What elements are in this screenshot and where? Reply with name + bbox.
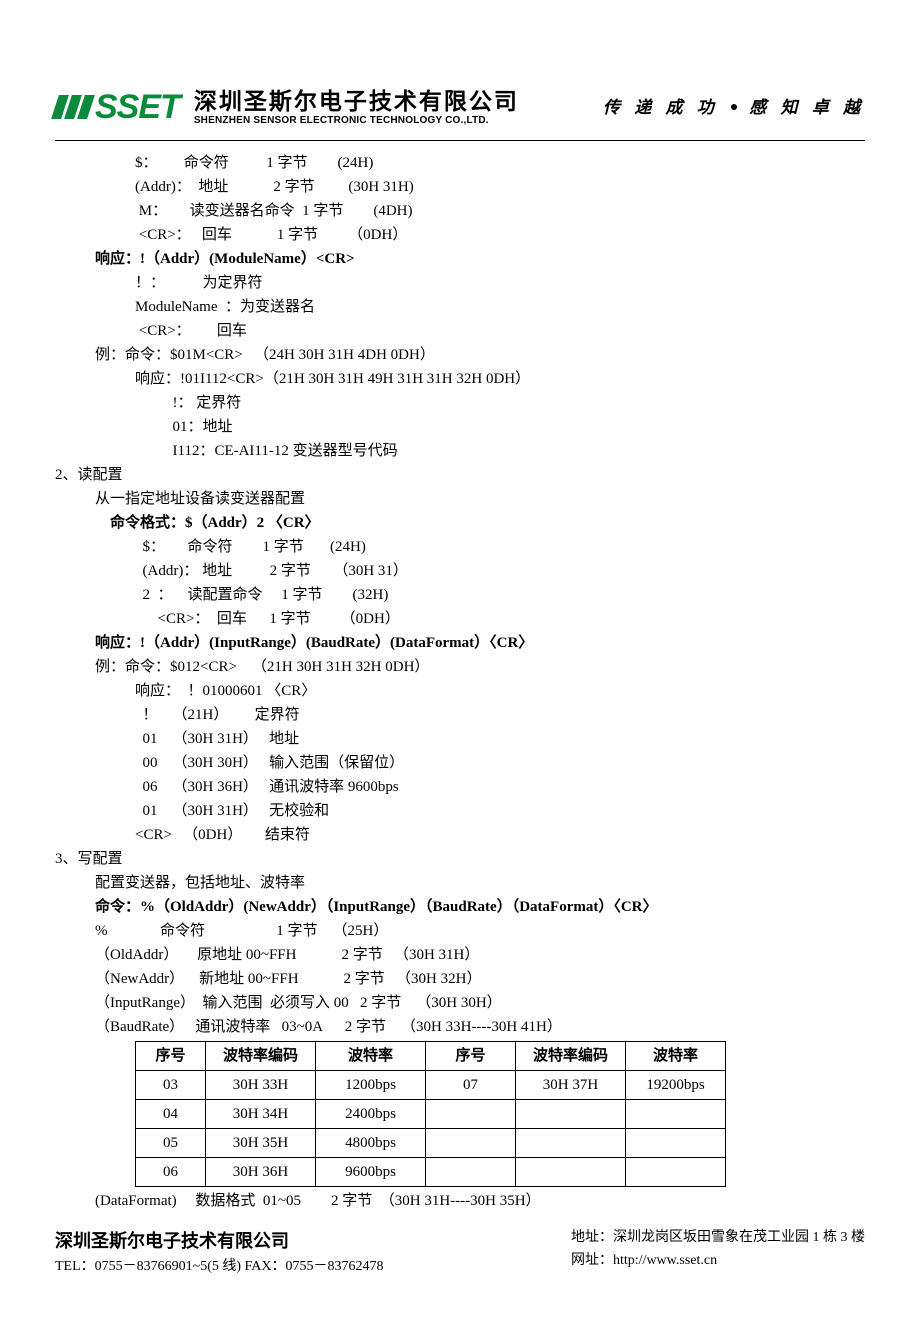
text-line: （OldAddr） 原地址 00~FFH 2 字节 （30H 31H）: [55, 943, 865, 967]
text-line: （NewAddr） 新地址 00~FFH 2 字节 （30H 32H）: [55, 967, 865, 991]
table-row: 0430H 34H2400bps: [136, 1100, 726, 1129]
table-header: 波特率编码: [206, 1042, 316, 1071]
text-line: （BaudRate） 通讯波特率 03~0A 2 字节 （30H 33H----…: [55, 1015, 865, 1039]
table-row: 0630H 36H9600bps: [136, 1158, 726, 1187]
text-line: 2、读配置: [55, 463, 865, 487]
text-line: ！： 为定界符: [55, 271, 865, 295]
text-line: 01：地址: [55, 415, 865, 439]
text-line: <CR>： 回车 1 字节 （0DH）: [55, 607, 865, 631]
text-line: $： 命令符 1 字节 (24H): [55, 151, 865, 175]
text-line: 例：命令：$012<CR> （21H 30H 31H 32H 0DH）: [55, 655, 865, 679]
text-line: <CR>： 回车: [55, 319, 865, 343]
table-header: 序号: [426, 1042, 516, 1071]
text-line: ！ （21H） 定界符: [55, 703, 865, 727]
table-cell: 9600bps: [316, 1158, 426, 1187]
company-name-cn: 深圳圣斯尔电子技术有限公司: [194, 88, 519, 114]
text-line: 响应：!（Addr）(ModuleName）<CR>: [55, 247, 865, 271]
text-line: <CR>： 回车 1 字节 （0DH）: [55, 223, 865, 247]
logo-text: SSET: [95, 80, 180, 134]
table-cell: [516, 1100, 626, 1129]
table-cell: [626, 1100, 726, 1129]
table-cell: 30H 35H: [206, 1129, 316, 1158]
table-cell: 05: [136, 1129, 206, 1158]
text-line: 从一指定地址设备读变送器配置: [55, 487, 865, 511]
company-name-en: SHENZHEN SENSOR ELECTRONIC TECHNOLOGY CO…: [194, 115, 519, 127]
text-line: 响应：!（Addr）(InputRange）(BaudRate）(DataFor…: [55, 631, 865, 655]
table-header: 波特率: [316, 1042, 426, 1071]
table-cell: 2400bps: [316, 1100, 426, 1129]
after-table-line: (DataFormat) 数据格式 01~05 2 字节 （30H 31H---…: [55, 1189, 865, 1213]
text-line: <CR> （0DH） 结束符: [55, 823, 865, 847]
footer-left: 深圳圣斯尔电子技术有限公司 TEL：0755－83766901~5(5 线) F…: [55, 1227, 384, 1278]
text-line: 命令：%（OldAddr）(NewAddr）（InputRange）（BaudR…: [55, 895, 865, 919]
text-line: （InputRange） 输入范围 必须写入 00 2 字节 （30H 30H）: [55, 991, 865, 1015]
footer-address: 地址：深圳龙岗区坂田雪象在茂工业园 1 栋 3 楼: [571, 1227, 865, 1249]
footer-web: 网址：http://www.sset.cn: [571, 1250, 865, 1272]
text-line: !： 定界符: [55, 391, 865, 415]
table-cell: 1200bps: [316, 1071, 426, 1100]
table-cell: [426, 1158, 516, 1187]
page-footer: 深圳圣斯尔电子技术有限公司 TEL：0755－83766901~5(5 线) F…: [55, 1227, 865, 1278]
text-line: 2 ： 读配置命令 1 字节 (32H): [55, 583, 865, 607]
text-line: 响应： ！01000601 〈CR〉: [55, 679, 865, 703]
table-header: 波特率: [626, 1042, 726, 1071]
table-cell: 30H 34H: [206, 1100, 316, 1129]
table-cell: [516, 1129, 626, 1158]
footer-tel: TEL：0755－83766901~5(5 线) FAX：0755－837624…: [55, 1256, 384, 1278]
slogan-part-a: 传 递 成 功: [603, 98, 719, 117]
text-line: (DataFormat) 数据格式 01~05 2 字节 （30H 31H---…: [55, 1189, 865, 1213]
table-row: 0330H 33H1200bps0730H 37H19200bps: [136, 1071, 726, 1100]
text-line: 例：命令：$01M<CR> （24H 30H 31H 4DH 0DH）: [55, 343, 865, 367]
table-cell: [626, 1158, 726, 1187]
document-body: $： 命令符 1 字节 (24H)(Addr)： 地址 2 字节 (30H 31…: [55, 151, 865, 1039]
text-line: $： 命令符 1 字节 (24H): [55, 535, 865, 559]
footer-company: 深圳圣斯尔电子技术有限公司: [55, 1227, 384, 1256]
text-line: (Addr)： 地址 2 字节 (30H 31H): [55, 175, 865, 199]
text-line: I112：CE-AI11-12 变送器型号代码: [55, 439, 865, 463]
footer-right: 地址：深圳龙岗区坂田雪象在茂工业园 1 栋 3 楼 网址：http://www.…: [571, 1227, 865, 1278]
logo-bars-icon: [55, 95, 91, 119]
table-cell: 30H 37H: [516, 1071, 626, 1100]
page-header: SSET 深圳圣斯尔电子技术有限公司 SHENZHEN SENSOR ELECT…: [55, 80, 865, 141]
slogan-part-b: 感 知 卓 越: [749, 98, 865, 117]
table-cell: 04: [136, 1100, 206, 1129]
text-line: 命令格式：$（Addr）2 〈CR〉: [55, 511, 865, 535]
table-cell: [426, 1129, 516, 1158]
dot-icon: [731, 104, 737, 110]
company-block: 深圳圣斯尔电子技术有限公司 SHENZHEN SENSOR ELECTRONIC…: [194, 88, 519, 126]
logo: SSET: [55, 80, 180, 134]
table-cell: 07: [426, 1071, 516, 1100]
text-line: 响应：!01I112<CR>（21H 30H 31H 49H 31H 31H 3…: [55, 367, 865, 391]
table-header: 波特率编码: [516, 1042, 626, 1071]
table-cell: 30H 36H: [206, 1158, 316, 1187]
text-line: ModuleName ：为变送器名: [55, 295, 865, 319]
slogan: 传 递 成 功 感 知 卓 越: [603, 94, 865, 121]
table-cell: 4800bps: [316, 1129, 426, 1158]
text-line: 06 （30H 36H） 通讯波特率 9600bps: [55, 775, 865, 799]
text-line: 3、写配置: [55, 847, 865, 871]
text-line: 01 （30H 31H） 地址: [55, 727, 865, 751]
text-line: 00 （30H 30H） 输入范围（保留位）: [55, 751, 865, 775]
text-line: (Addr)： 地址 2 字节 （30H 31）: [55, 559, 865, 583]
table-cell: 30H 33H: [206, 1071, 316, 1100]
table-row: 0530H 35H4800bps: [136, 1129, 726, 1158]
table-header: 序号: [136, 1042, 206, 1071]
table-cell: 19200bps: [626, 1071, 726, 1100]
text-line: % 命令符 1 字节 （25H）: [55, 919, 865, 943]
text-line: 01 （30H 31H） 无校验和: [55, 799, 865, 823]
table-cell: [426, 1100, 516, 1129]
table-cell: 03: [136, 1071, 206, 1100]
table-cell: 06: [136, 1158, 206, 1187]
table-cell: [516, 1158, 626, 1187]
table-cell: [626, 1129, 726, 1158]
text-line: 配置变送器，包括地址、波特率: [55, 871, 865, 895]
baud-rate-table: 序号波特率编码波特率序号波特率编码波特率0330H 33H1200bps0730…: [135, 1041, 726, 1187]
text-line: M： 读变送器名命令 1 字节 (4DH): [55, 199, 865, 223]
